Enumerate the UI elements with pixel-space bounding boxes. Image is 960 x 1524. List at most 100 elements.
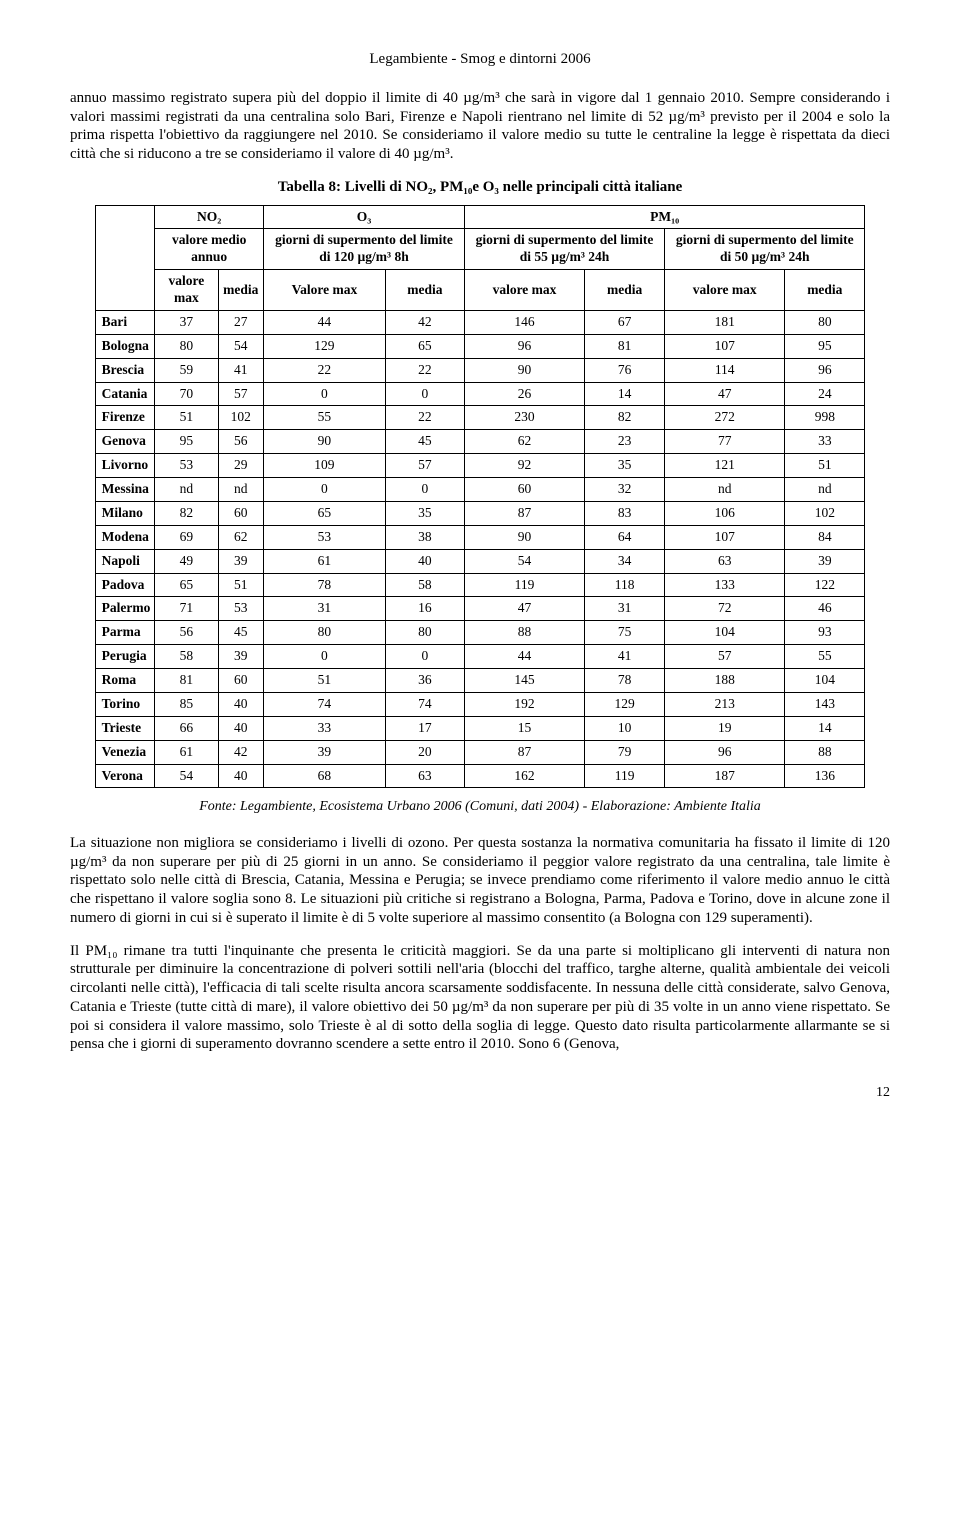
data-cell: 31 [585, 597, 665, 621]
data-cell: 57 [218, 382, 263, 406]
paragraph-2: La situazione non migliora se consideria… [70, 834, 890, 928]
data-cell: 45 [385, 430, 464, 454]
data-cell: 26 [464, 382, 584, 406]
data-cell: 118 [585, 573, 665, 597]
data-cell: 96 [665, 740, 785, 764]
city-cell: Firenze [95, 406, 155, 430]
table-row: Modena69625338906410784 [95, 525, 865, 549]
data-cell: 54 [218, 334, 263, 358]
data-cell: 102 [785, 501, 865, 525]
data-cell: 83 [585, 501, 665, 525]
data-cell: 80 [264, 621, 386, 645]
data-cell: 119 [464, 573, 584, 597]
data-cell: 0 [264, 382, 386, 406]
col-media: media [218, 270, 263, 311]
data-cell: 29 [218, 454, 263, 478]
city-cell: Modena [95, 525, 155, 549]
data-cell: 15 [464, 716, 584, 740]
table-caption: Tabella 8: Livelli di NO₂, PM₁₀e O₃ nell… [70, 178, 890, 197]
data-cell: 93 [785, 621, 865, 645]
data-cell: 55 [264, 406, 386, 430]
data-cell: 84 [785, 525, 865, 549]
data-cell: 53 [218, 597, 263, 621]
city-cell: Roma [95, 669, 155, 693]
data-cell: 88 [785, 740, 865, 764]
data-cell: 75 [585, 621, 665, 645]
data-cell: 145 [464, 669, 584, 693]
data-cell: 59 [155, 358, 218, 382]
table-row: Torino85407474192129213143 [95, 692, 865, 716]
data-cell: 37 [155, 310, 218, 334]
city-cell: Genova [95, 430, 155, 454]
table-row: Messinandnd006032ndnd [95, 478, 865, 502]
city-cell: Bari [95, 310, 155, 334]
data-cell: 61 [264, 549, 386, 573]
table-row: Perugia58390044415755 [95, 645, 865, 669]
data-cell: 57 [385, 454, 464, 478]
data-cell: 81 [585, 334, 665, 358]
data-cell: 0 [385, 382, 464, 406]
sub-no2: valore medio annuo [155, 229, 264, 270]
data-cell: 114 [665, 358, 785, 382]
data-cell: 51 [155, 406, 218, 430]
table-row: Trieste6640331715101914 [95, 716, 865, 740]
data-cell: 129 [264, 334, 386, 358]
data-cell: 0 [385, 478, 464, 502]
city-cell: Verona [95, 764, 155, 788]
data-cell: 81 [155, 669, 218, 693]
data-cell: 96 [464, 334, 584, 358]
city-cell: Brescia [95, 358, 155, 382]
data-cell: 40 [218, 716, 263, 740]
data-cell: 77 [665, 430, 785, 454]
data-cell: 104 [665, 621, 785, 645]
data-cell: 82 [585, 406, 665, 430]
data-cell: 230 [464, 406, 584, 430]
data-cell: 87 [464, 740, 584, 764]
data-cell: 35 [585, 454, 665, 478]
data-cell: 102 [218, 406, 263, 430]
data-cell: 38 [385, 525, 464, 549]
col-valore-max: Valore max [264, 270, 386, 311]
data-cell: 143 [785, 692, 865, 716]
data-cell: 95 [155, 430, 218, 454]
data-cell: 0 [385, 645, 464, 669]
data-cell: 22 [385, 406, 464, 430]
data-cell: 187 [665, 764, 785, 788]
data-cell: 64 [585, 525, 665, 549]
data-cell: 80 [785, 310, 865, 334]
col-valmax: valore max [665, 270, 785, 311]
paragraph-3: Il PM₁₀ rimane tra tutti l'inquinante ch… [70, 942, 890, 1055]
data-cell: 47 [665, 382, 785, 406]
data-cell: 136 [785, 764, 865, 788]
data-cell: 66 [155, 716, 218, 740]
data-cell: 90 [264, 430, 386, 454]
data-cell: 65 [264, 501, 386, 525]
data-cell: 95 [785, 334, 865, 358]
data-cell: 41 [218, 358, 263, 382]
data-cell: 53 [264, 525, 386, 549]
data-cell: 51 [785, 454, 865, 478]
data-cell: 19 [665, 716, 785, 740]
data-cell: 71 [155, 597, 218, 621]
data-cell: 96 [785, 358, 865, 382]
data-cell: 72 [665, 597, 785, 621]
data-cell: 82 [155, 501, 218, 525]
data-cell: 109 [264, 454, 386, 478]
data-cell: 24 [785, 382, 865, 406]
sub-pm10a: giorni di supermento del limite di 55 µg… [464, 229, 664, 270]
data-cell: 63 [385, 764, 464, 788]
data-cell: 42 [385, 310, 464, 334]
table-row: Padova65517858119118133122 [95, 573, 865, 597]
data-cell: 67 [585, 310, 665, 334]
city-cell: Parma [95, 621, 155, 645]
data-cell: 181 [665, 310, 785, 334]
data-cell: 69 [155, 525, 218, 549]
city-cell: Palermo [95, 597, 155, 621]
data-cell: 61 [155, 740, 218, 764]
data-cell: 55 [785, 645, 865, 669]
data-cell: 188 [665, 669, 785, 693]
data-cell: 70 [155, 382, 218, 406]
data-cell: 27 [218, 310, 263, 334]
data-cell: 40 [385, 549, 464, 573]
data-cell: 79 [585, 740, 665, 764]
